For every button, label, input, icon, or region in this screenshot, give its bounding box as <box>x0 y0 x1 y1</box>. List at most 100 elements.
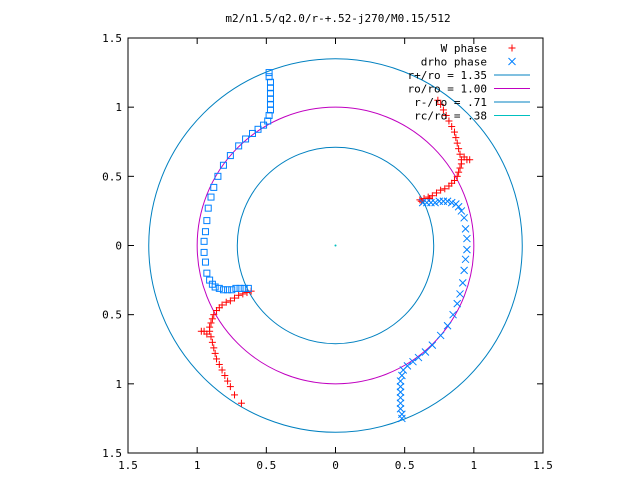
point-plus <box>453 139 461 147</box>
center-point <box>334 244 337 247</box>
point-plus <box>450 128 458 136</box>
point-plus <box>221 372 229 380</box>
x-tick-label: 1 <box>194 459 201 472</box>
point-plus <box>432 189 440 197</box>
point-square <box>249 129 256 137</box>
x-tick-label: 1.5 <box>118 459 138 472</box>
point-square <box>236 284 244 292</box>
point-plus <box>222 298 230 306</box>
point-plus <box>439 106 447 114</box>
legend-marker-sample <box>508 57 516 66</box>
point-cross <box>463 234 471 243</box>
point-cross <box>399 366 408 374</box>
point-cross <box>447 198 456 207</box>
x-tick-label: 0.5 <box>256 459 276 472</box>
point-square <box>206 276 214 284</box>
point-plus <box>235 291 243 299</box>
point-cross <box>396 404 405 413</box>
point-cross <box>457 207 466 215</box>
point-plus <box>208 338 216 346</box>
point-cross <box>460 213 469 222</box>
point-cross <box>443 197 452 206</box>
point-cross <box>396 382 405 391</box>
legend-label: drho phase <box>421 56 487 69</box>
point-plus <box>448 123 456 131</box>
point-cross <box>449 310 457 319</box>
point-plus <box>224 377 232 385</box>
point-plus <box>455 168 463 176</box>
point-cross <box>463 245 471 254</box>
point-plus <box>213 355 221 363</box>
point-square <box>200 237 208 245</box>
point-plus <box>437 100 445 108</box>
data-points <box>197 69 474 423</box>
point-square <box>254 125 262 133</box>
reference-circle-1 <box>196 106 475 385</box>
point-plus <box>208 315 216 323</box>
reference-circle-0 <box>148 58 523 433</box>
point-cross <box>443 321 452 330</box>
point-cross <box>460 266 469 275</box>
point-square <box>207 193 215 201</box>
axis-ticks: 1.5 1 0.5 0 0.5 1 1.51.510.500.511.5 <box>102 32 553 472</box>
legend-label: rc/ro = .38 <box>414 110 487 123</box>
point-cross <box>396 399 405 408</box>
x-tick-label: 0 <box>332 459 339 472</box>
point-square <box>214 172 222 180</box>
legend-marker-sample <box>508 44 516 52</box>
reference-circles <box>148 58 523 433</box>
legend-label: ro/ro = 1.00 <box>408 83 487 96</box>
point-plus <box>456 150 464 158</box>
point-plus <box>226 383 234 391</box>
point-square <box>201 228 209 236</box>
point-plus <box>218 366 226 374</box>
point-square <box>219 161 227 169</box>
chart-title: m2/n1.5/q2.0/r-+.52-j270/M0.15/512 <box>225 12 450 25</box>
y-tick-label: 0.5 <box>102 170 122 183</box>
point-cross <box>398 371 406 380</box>
point-square <box>265 69 273 77</box>
point-square <box>226 152 234 160</box>
x-tick-label: 1 <box>471 459 478 472</box>
point-square <box>203 217 211 225</box>
point-plus <box>213 307 221 315</box>
point-cross <box>428 341 437 349</box>
point-plus <box>450 176 458 184</box>
point-plus <box>466 156 474 164</box>
point-square <box>232 284 240 292</box>
point-square <box>228 286 236 294</box>
point-square <box>244 284 252 292</box>
point-cross <box>453 299 462 308</box>
point-plus <box>207 319 215 327</box>
point-cross <box>398 410 406 419</box>
point-plus <box>211 349 219 357</box>
point-cross <box>439 197 448 206</box>
point-cross <box>409 357 417 366</box>
point-plus <box>456 164 464 172</box>
point-square <box>260 121 268 129</box>
point-cross <box>398 414 406 423</box>
point-square <box>210 183 218 191</box>
y-tick-label: 1.5 <box>102 32 122 45</box>
point-square <box>215 284 223 292</box>
point-plus <box>231 294 239 302</box>
point-cross <box>456 290 464 298</box>
point-square <box>201 258 209 266</box>
point-square <box>200 248 208 256</box>
point-square <box>265 73 273 81</box>
point-plus <box>441 185 449 193</box>
point-plus <box>445 117 453 125</box>
point-plus <box>237 399 245 407</box>
point-cross <box>454 202 463 211</box>
point-plus <box>434 96 442 104</box>
legend-label: W phase <box>441 42 487 55</box>
point-cross <box>396 377 405 385</box>
y-tick-label: 1.5 <box>102 447 122 460</box>
point-square <box>219 286 227 294</box>
x-tick-label: 1.5 <box>533 459 553 472</box>
point-cross <box>396 393 405 402</box>
point-plus <box>452 134 460 142</box>
point-cross <box>427 198 435 207</box>
